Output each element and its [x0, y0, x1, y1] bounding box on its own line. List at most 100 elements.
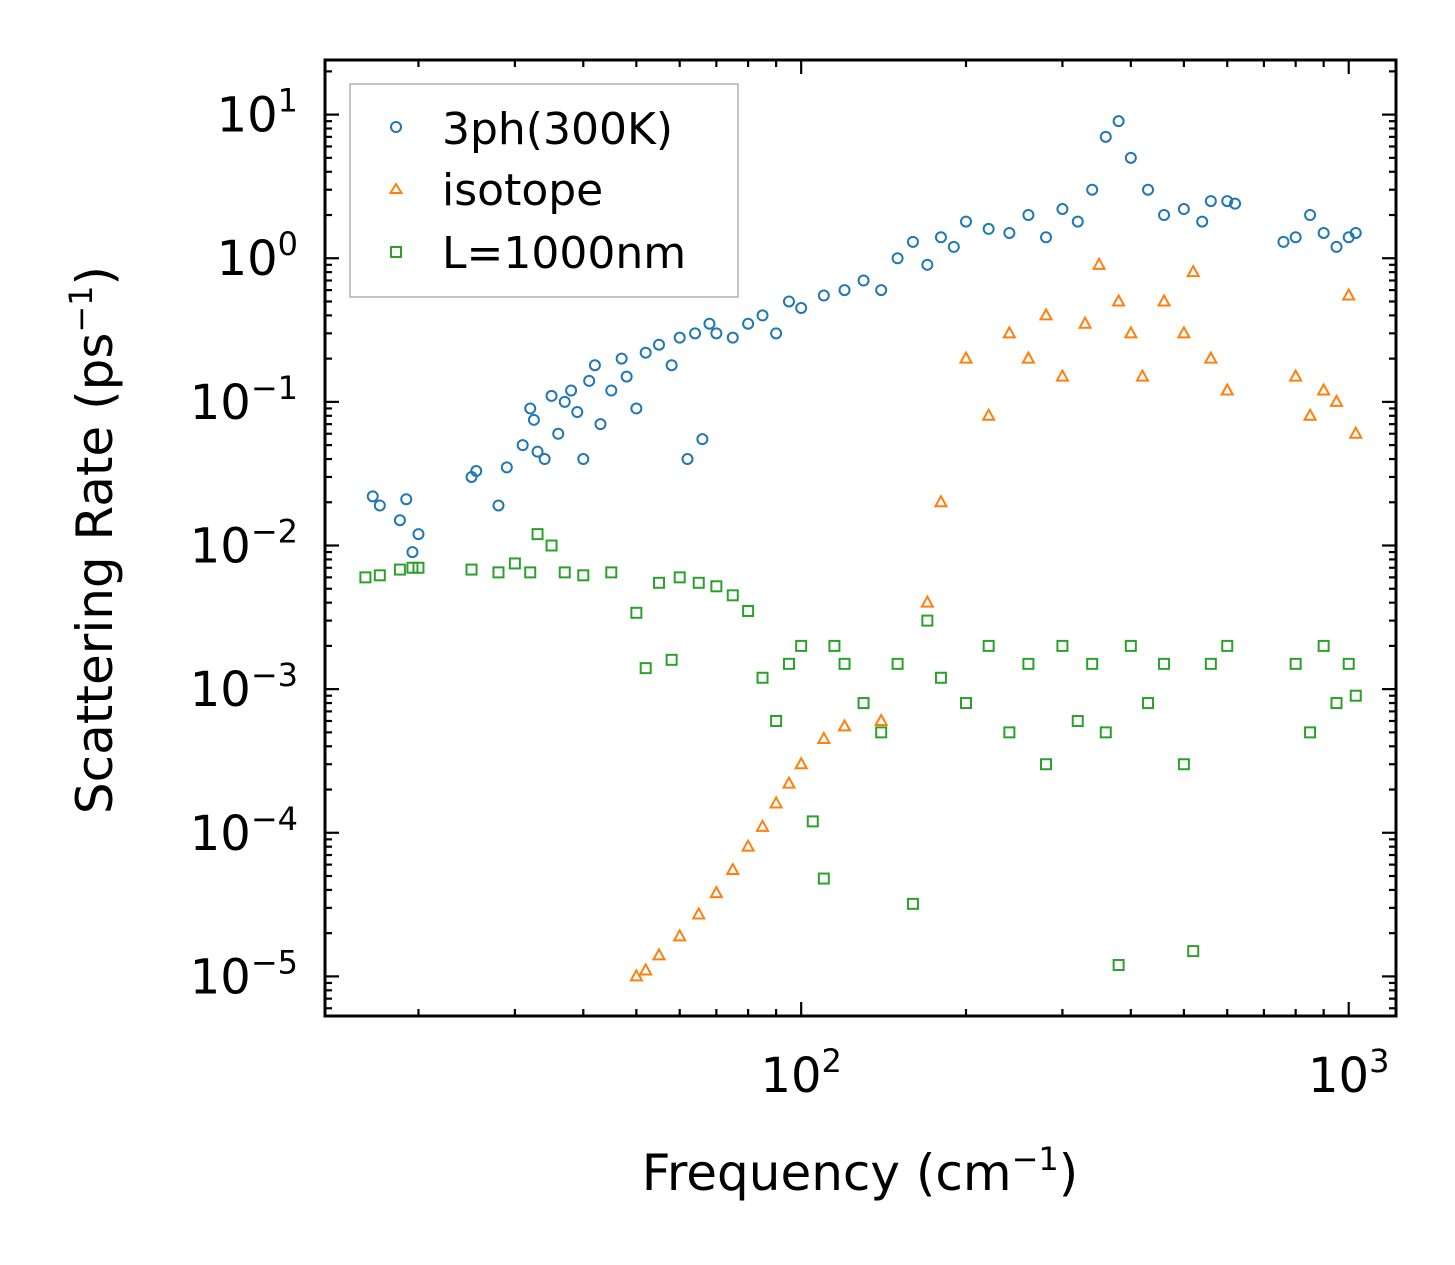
- data-point: [1142, 183, 1155, 196]
- data-point: [1316, 382, 1331, 396]
- data-point: [538, 453, 551, 466]
- data-point: [756, 309, 769, 322]
- data-point: [817, 872, 830, 885]
- data-point: [583, 374, 596, 387]
- x-axis-label-sup: −1: [1012, 1140, 1059, 1178]
- data-point: [1304, 726, 1317, 739]
- data-point: [981, 407, 996, 421]
- data-point: [838, 284, 851, 297]
- data-point: [638, 962, 653, 976]
- data-point: [837, 718, 852, 732]
- data-point: [1158, 209, 1171, 222]
- data-point: [725, 861, 740, 876]
- data-point: [921, 614, 934, 627]
- data-point: [366, 490, 379, 503]
- data-point: [577, 453, 590, 466]
- data-point: [1229, 197, 1242, 210]
- data-point: [1177, 758, 1190, 771]
- legend-label-l1000nm: L=1000nm: [442, 228, 686, 279]
- data-point: [1302, 407, 1318, 421]
- data-point: [653, 338, 666, 351]
- data-point: [960, 215, 973, 228]
- data-point: [982, 222, 995, 235]
- data-point: [1003, 726, 1016, 739]
- y-axis-label-sup: −1: [62, 285, 100, 332]
- data-point: [373, 569, 386, 582]
- data-point: [1156, 293, 1172, 307]
- data-point: [1187, 945, 1200, 958]
- data-point: [558, 566, 571, 579]
- data-point: [1038, 307, 1054, 321]
- x-tick-label: 102: [760, 1042, 841, 1104]
- data-point: [620, 370, 633, 383]
- data-point: [1135, 368, 1150, 382]
- data-point: [1349, 226, 1362, 239]
- data-point: [768, 795, 784, 809]
- data-point: [1330, 697, 1343, 710]
- data-point: [1112, 115, 1125, 128]
- data-point: [412, 528, 425, 541]
- series-l-1000nm: [359, 528, 1362, 972]
- data-point: [726, 331, 739, 344]
- data-point: [857, 274, 870, 287]
- data-point: [524, 566, 537, 579]
- data-point: [605, 384, 618, 397]
- data-point: [524, 402, 537, 415]
- y-tick-label: 10−2: [190, 513, 298, 575]
- data-point: [782, 295, 795, 308]
- data-point: [545, 539, 558, 552]
- legend: 3ph(300K) isotope L=1000nm: [349, 83, 739, 298]
- data-point: [665, 359, 678, 372]
- data-point: [1056, 203, 1069, 216]
- data-point: [770, 714, 783, 727]
- series-3ph-300k-: [366, 115, 1362, 559]
- y-tick-label: 10−1: [190, 369, 298, 431]
- plot-frame: [323, 58, 1398, 1018]
- data-point: [577, 569, 590, 582]
- data-point: [689, 327, 702, 340]
- data-point: [838, 657, 851, 670]
- data-point: [873, 712, 889, 726]
- data-point: [1091, 256, 1107, 270]
- data-point: [1022, 209, 1035, 222]
- data-point: [709, 885, 724, 899]
- data-point: [1086, 183, 1099, 196]
- y-tick-label: 10−3: [190, 656, 298, 718]
- data-point: [1177, 203, 1190, 216]
- data-point: [934, 671, 947, 684]
- data-point: [630, 606, 643, 619]
- data-point: [571, 406, 584, 419]
- data-point: [691, 906, 706, 920]
- data-point: [681, 453, 694, 466]
- data-point: [1220, 382, 1235, 396]
- data-point: [1099, 130, 1112, 143]
- data-point: [795, 302, 808, 315]
- data-point: [406, 561, 419, 574]
- data-point: [726, 589, 739, 602]
- data-point: [1348, 425, 1363, 439]
- data-point: [696, 433, 709, 446]
- data-point: [740, 838, 756, 852]
- data-point: [795, 639, 808, 652]
- data-point: [1330, 240, 1343, 253]
- data-point: [793, 756, 809, 770]
- data-point: [588, 359, 601, 372]
- data-point: [406, 546, 419, 559]
- data-point: [615, 352, 628, 365]
- data-point: [552, 427, 565, 440]
- y-axis-label-main: Scattering Rate (ps: [66, 333, 124, 814]
- data-point: [906, 235, 919, 248]
- series-isotope: [629, 256, 1363, 982]
- data-point: [465, 563, 478, 576]
- data-point: [828, 639, 841, 652]
- data-point: [891, 252, 904, 265]
- legend-label-3ph: 3ph(300K): [442, 104, 673, 155]
- data-point: [1342, 657, 1355, 670]
- data-point: [594, 418, 607, 431]
- data-point: [1288, 368, 1303, 382]
- data-point: [692, 576, 705, 589]
- data-point: [710, 580, 723, 593]
- data-marks: [359, 115, 1363, 982]
- data-point: [947, 240, 960, 253]
